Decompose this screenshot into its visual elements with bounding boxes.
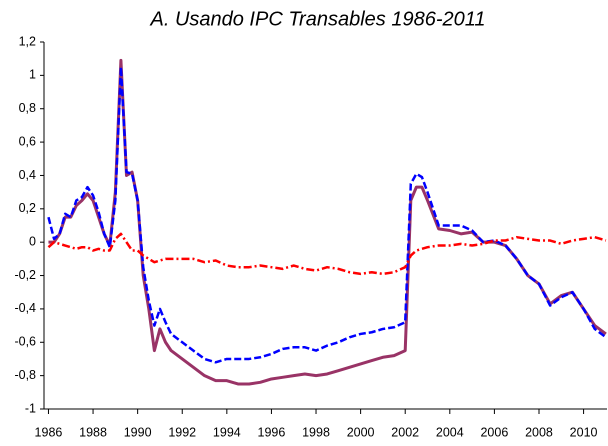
y-tick-label: -1 bbox=[25, 401, 36, 415]
y-tick-label: 0 bbox=[29, 234, 36, 248]
x-tick-label: 1988 bbox=[79, 425, 107, 439]
series-line bbox=[47, 65, 607, 364]
y-tick-label: 0,4 bbox=[19, 168, 36, 182]
y-tick-label: -0,4 bbox=[14, 301, 36, 315]
y-tick-label: 0,6 bbox=[19, 134, 36, 148]
x-tick-label: 2008 bbox=[525, 425, 553, 439]
x-tick-label: 1994 bbox=[213, 425, 241, 439]
y-tick-label: -0,6 bbox=[14, 335, 36, 349]
x-tick-label: 2000 bbox=[347, 425, 375, 439]
x-tick-label: 2002 bbox=[391, 425, 419, 439]
x-tick-label: 2010 bbox=[570, 425, 598, 439]
x-tick-label: 1986 bbox=[35, 425, 63, 439]
x-tick-label: 2004 bbox=[436, 425, 464, 439]
x-tick-label: 1996 bbox=[258, 425, 286, 439]
y-tick-label: 1,2 bbox=[19, 34, 36, 48]
y-tick-label: -0,8 bbox=[14, 368, 36, 382]
series-line bbox=[48, 58, 607, 386]
x-tick-label: 1992 bbox=[168, 425, 196, 439]
series-line bbox=[47, 232, 607, 276]
y-tick-label: 0,8 bbox=[19, 101, 36, 115]
chart-title: A. Usando IPC Transables 1986-2011 bbox=[149, 8, 485, 30]
x-tick-label: 2006 bbox=[480, 425, 508, 439]
y-tick-label: 0,2 bbox=[19, 201, 36, 215]
x-tick-label: 1990 bbox=[124, 425, 152, 439]
x-tick-label: 1998 bbox=[302, 425, 330, 439]
y-tick-label: -0,2 bbox=[14, 268, 36, 282]
y-tick-label: 1 bbox=[29, 68, 36, 82]
